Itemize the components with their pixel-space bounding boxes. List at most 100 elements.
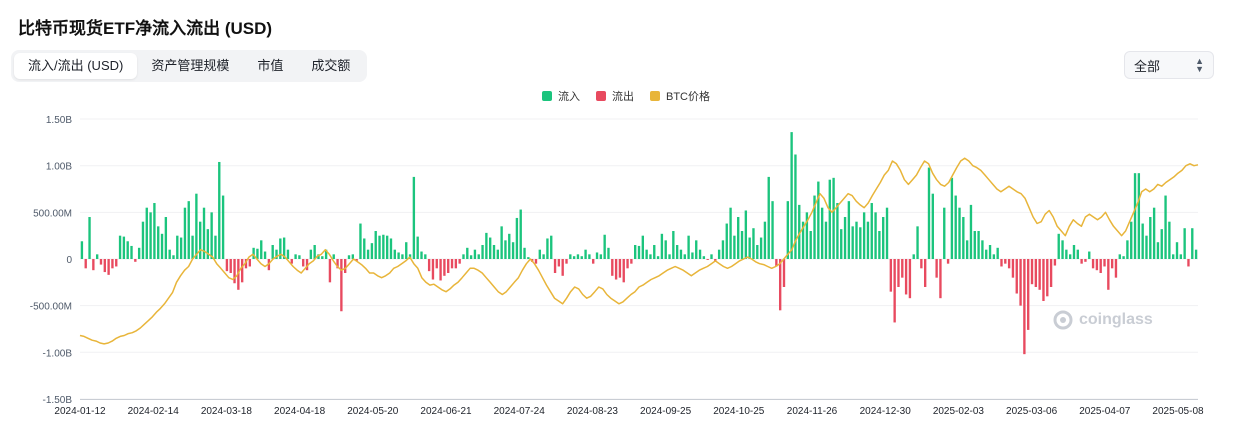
inflow-bar: [542, 254, 545, 259]
inflow-bar: [496, 249, 500, 259]
x-tick-label: 2025-02-03: [933, 406, 985, 417]
outflow-bar: [458, 259, 461, 264]
outflow-bar: [336, 259, 339, 269]
inflow-bar: [836, 203, 839, 259]
inflow-bar: [511, 242, 515, 259]
inflow-bar: [1164, 195, 1167, 259]
chevron-updown-icon: ▲ ▼: [1195, 56, 1204, 74]
inflow-bar: [202, 207, 206, 259]
x-tick-label: 2024-06-21: [420, 406, 472, 417]
inflow-bar: [798, 204, 801, 259]
inflow-bar: [1141, 223, 1144, 259]
outflow-bar: [565, 259, 568, 264]
tab-volume[interactable]: 成交额: [311, 58, 351, 73]
inflow-bar: [729, 207, 732, 259]
outflow-bar: [92, 259, 95, 271]
inflow-bar: [508, 233, 511, 259]
btc-price-line: [79, 157, 1199, 345]
outflow-bar: [618, 259, 622, 278]
inflow-bar: [275, 249, 278, 259]
inflow-bar: [580, 256, 583, 259]
x-tick-label: 2024-07-24: [494, 406, 546, 417]
inflow-bar: [279, 238, 282, 259]
inflow-bar: [88, 217, 91, 259]
inflow-bar: [1118, 254, 1121, 259]
outflow-bar: [1038, 259, 1041, 290]
inflow-bar: [767, 176, 770, 259]
outflow-bar: [1027, 259, 1030, 330]
inflow-bar: [660, 233, 664, 259]
inflow-bar: [748, 237, 751, 259]
inflow-bar: [500, 226, 503, 259]
inflow-bar: [1152, 207, 1156, 259]
inflow-bar: [252, 247, 255, 259]
inflow-bar: [298, 255, 301, 259]
inflow-bar: [492, 245, 496, 259]
x-tick-label: 2024-12-30: [860, 406, 912, 417]
outflow-bar: [611, 259, 614, 276]
tab-market-cap[interactable]: 市值: [257, 58, 284, 73]
inflow-bar: [675, 245, 679, 259]
inflow-bar: [378, 235, 381, 259]
outflow-bar: [904, 259, 908, 295]
inflow-bar: [1133, 173, 1137, 259]
inflow-bar: [691, 252, 694, 259]
inflow-bar: [489, 237, 492, 259]
inflow-bar: [176, 235, 179, 259]
inflow-bar: [374, 231, 377, 259]
inflow-bar: [645, 249, 648, 259]
tab-aum[interactable]: 资产管理规模: [151, 58, 230, 73]
inflow-bar: [523, 247, 526, 259]
x-tick-label: 2024-09-25: [640, 406, 692, 417]
inflow-bar: [649, 254, 652, 259]
inflow-bar: [370, 243, 374, 259]
inflow-bar: [95, 254, 99, 259]
inflow-bar: [599, 254, 603, 259]
inflow-bar: [1156, 242, 1160, 259]
inflow-bar: [137, 247, 141, 259]
x-tick-label: 2024-08-23: [567, 406, 619, 417]
inflow-bar: [813, 195, 816, 259]
legend-inflow[interactable]: 流入: [542, 88, 580, 104]
outflow-bar: [439, 259, 442, 281]
inflow-bar: [179, 237, 183, 259]
etf-filter-select[interactable]: 全部 ▲ ▼: [1124, 51, 1214, 79]
inflow-bar: [263, 251, 267, 259]
inflow-bar: [576, 254, 580, 259]
inflow-bar: [653, 245, 656, 259]
outflow-bar: [1023, 259, 1026, 355]
outflow-bar: [115, 259, 118, 267]
outflow-bar: [344, 259, 347, 273]
outflow-bar: [626, 259, 629, 269]
outflow-bar: [614, 259, 618, 280]
x-tick-label: 2025-05-08: [1152, 406, 1204, 417]
inflow-bar: [717, 249, 721, 259]
inflow-bar: [382, 234, 385, 259]
inflow-bar: [786, 201, 789, 259]
legend-btc-price[interactable]: BTC价格: [650, 88, 710, 104]
outflow-bar: [84, 259, 87, 269]
inflow-bar: [1088, 251, 1091, 259]
tab-flows[interactable]: 流入/流出 (USD): [14, 53, 138, 79]
inflow-bar: [122, 236, 126, 259]
inflow-bar: [866, 221, 870, 259]
outflow-bar: [107, 259, 110, 275]
outflow-bar: [1084, 259, 1087, 262]
y-tick-label: -1.00B: [43, 348, 73, 359]
inflow-bar: [843, 217, 847, 259]
legend-inflow-label: 流入: [558, 91, 580, 103]
legend-btc-swatch: [650, 91, 660, 101]
inflow-bar: [1122, 256, 1125, 259]
inflow-bar: [363, 238, 366, 259]
inflow-bar: [546, 238, 549, 259]
inflow-bar: [80, 241, 84, 259]
legend-outflow[interactable]: 流出: [596, 88, 634, 104]
inflow-bar: [1149, 217, 1152, 259]
inflow-bar: [927, 167, 931, 259]
inflow-bar: [1179, 254, 1183, 259]
inflow-bar: [221, 195, 225, 259]
inflow-bar: [366, 249, 370, 259]
outflow-bar: [706, 259, 709, 260]
x-tick-label: 2024-05-20: [347, 406, 399, 417]
inflow-bar: [462, 254, 465, 259]
